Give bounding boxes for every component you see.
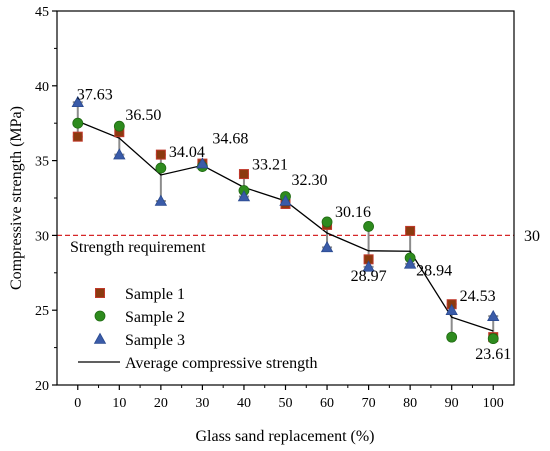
x-tick-label: 0: [74, 396, 81, 411]
series-2-point: [446, 331, 458, 343]
legend-marker-series-3: [93, 332, 107, 344]
x-tick-label: 90: [445, 396, 459, 411]
legend-marker-series-1: [95, 288, 105, 298]
series-3-point: [403, 257, 417, 269]
series-3-point: [279, 194, 292, 206]
average-value-label: 30.16: [335, 204, 371, 221]
axes-layer: 0 10 20 30 40 50 60 70 80 90 100 20 25 30 35 40 45: [35, 5, 504, 411]
series-3-point: [445, 303, 458, 316]
series-1-point: [155, 149, 166, 160]
series-3-point: [154, 194, 168, 206]
x-tick-label: 60: [320, 396, 334, 411]
average-value-label: 32.30: [292, 172, 328, 189]
x-tick-label: 100: [483, 396, 504, 411]
series-2-point: [363, 221, 374, 232]
average-value-label: 33.21: [252, 156, 288, 173]
series-1-point: [405, 225, 416, 236]
legend-label-series-3: Sample 3: [125, 332, 185, 349]
y-tick-label: 20: [35, 379, 49, 394]
average-value-label: 23.61: [475, 346, 511, 363]
legend-label-series-2: Sample 2: [125, 309, 185, 326]
series-1-point: [72, 131, 83, 142]
y-tick-label: 40: [35, 80, 49, 95]
y-tick-label: 45: [35, 5, 49, 20]
series-2-point: [113, 120, 125, 132]
average-value-label: 28.97: [351, 268, 387, 285]
average-value-label: 28.94: [416, 262, 452, 279]
series-2-point: [72, 117, 84, 129]
average-value-label: 24.53: [460, 288, 496, 305]
series-3-point: [71, 95, 84, 108]
y-tick-label: 25: [35, 304, 49, 319]
series-3-point: [320, 241, 334, 253]
series-2-point: [155, 162, 167, 174]
series-3-point: [362, 260, 375, 272]
series-3-point: [196, 157, 209, 169]
reference-line-value: 30: [524, 228, 540, 245]
average-value-label: 36.50: [125, 107, 161, 124]
legend: Sample 1 Sample 2 Sample 3 Average compress…: [78, 286, 318, 372]
series-3: [71, 95, 500, 321]
series-2: [72, 117, 499, 345]
series-1-point: [238, 169, 249, 180]
series-3-point: [487, 309, 500, 321]
x-tick-label: 10: [112, 396, 126, 411]
x-tick-label: 20: [154, 396, 168, 411]
average-value-label: 34.04: [169, 144, 205, 161]
x-tick-label: 30: [195, 396, 209, 411]
y-tick-label: 35: [35, 155, 49, 170]
legend-label-series-1: Sample 1: [125, 286, 185, 303]
y-axis-title: Compressive strength (MPa): [8, 106, 25, 290]
series-2-point: [487, 333, 499, 345]
y-tick-label: 30: [35, 229, 49, 244]
series-2-point: [321, 216, 333, 228]
series-3-point: [113, 148, 126, 160]
x-axis-title: Glass sand replacement (%): [195, 428, 374, 445]
x-tick-label: 70: [362, 396, 376, 411]
reference-line-label: Strength requirement: [70, 239, 206, 256]
legend-marker-series-2: [94, 310, 106, 322]
legend-label-average: Average compressive strength: [125, 355, 318, 372]
x-tick-label: 50: [279, 396, 293, 411]
average-value-label: 37.63: [77, 86, 113, 103]
x-tick-label: 80: [403, 396, 417, 411]
x-tick-label: 40: [237, 396, 251, 411]
series-3-point: [237, 190, 251, 202]
average-value-label: 34.68: [212, 130, 248, 147]
